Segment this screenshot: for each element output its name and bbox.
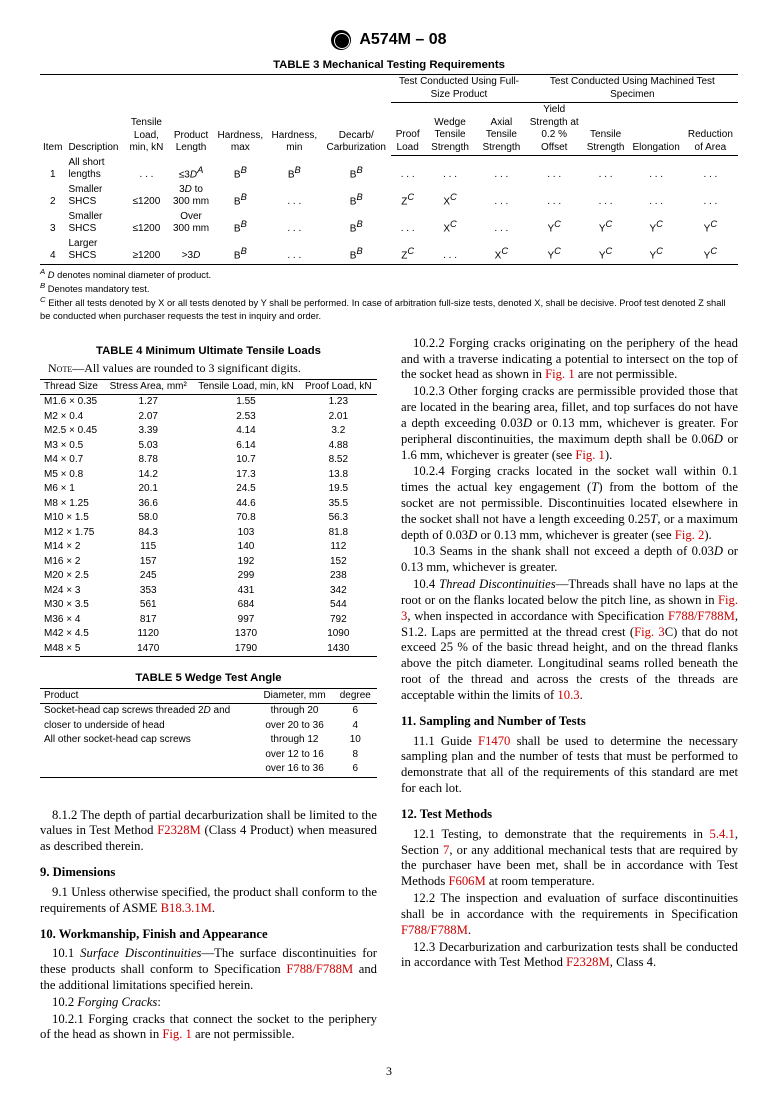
para-8.1.2: 8.1.2 The depth of partial decarburizati… xyxy=(40,808,377,855)
right-column: 10.2.2 Forging cracks originating on the… xyxy=(401,336,738,1045)
para-11.1: 11.1 Guide F1470 shall be used to determ… xyxy=(401,734,738,797)
para-10.3: 10.3 Seams in the shank shall not exceed… xyxy=(401,544,738,576)
para-10.2: 10.2 Forging Cracks: xyxy=(40,995,377,1011)
astm-logo-icon xyxy=(331,30,351,50)
table4-note: Note—All values are rounded to 3 signifi… xyxy=(48,361,377,376)
section-11: 11. Sampling and Number of Tests xyxy=(401,714,738,730)
table5-title: TABLE 5 Wedge Test Angle xyxy=(40,671,377,685)
para-10.2.1: 10.2.1 Forging cracks that connect the s… xyxy=(40,1012,377,1044)
para-10.2.2: 10.2.2 Forging cracks originating on the… xyxy=(401,336,738,383)
para-10.2.3: 10.2.3 Other forging cracks are permissi… xyxy=(401,384,738,463)
table4: Thread Size Stress Area, mm² Tensile Loa… xyxy=(40,379,377,658)
para-9.1: 9.1 Unless otherwise specified, the prod… xyxy=(40,885,377,917)
standard-number: A574M – 08 xyxy=(359,31,446,48)
table3-title: TABLE 3 Mechanical Testing Requirements xyxy=(40,58,738,72)
table3: Item Description Tensile Load, min, kN P… xyxy=(40,74,738,265)
para-12.3: 12.3 Decarburization and carburization t… xyxy=(401,940,738,972)
table3-footnotes: A D D denotes nominal diameter of produc… xyxy=(40,267,738,322)
para-12.1: 12.1 Testing, to demonstrate that the re… xyxy=(401,827,738,890)
section-12: 12. Test Methods xyxy=(401,807,738,823)
section-10: 10. Workmanship, Finish and Appearance xyxy=(40,927,377,943)
left-column: TABLE 4 Minimum Ultimate Tensile Loads N… xyxy=(40,336,377,1045)
page-header: A574M – 08 xyxy=(40,30,738,50)
table4-title: TABLE 4 Minimum Ultimate Tensile Loads xyxy=(40,344,377,358)
table5: Product Diameter, mm degree Socket-head … xyxy=(40,688,377,778)
para-10.1: 10.1 Surface Discontinuities—The surface… xyxy=(40,946,377,993)
section-9: 9. Dimensions xyxy=(40,865,377,881)
para-10.4: 10.4 Thread Discontinuities—Threads shal… xyxy=(401,577,738,704)
para-12.2: 12.2 The inspection and evaluation of su… xyxy=(401,891,738,938)
page-number: 3 xyxy=(40,1064,738,1079)
para-10.2.4: 10.2.4 Forging cracks located in the soc… xyxy=(401,464,738,543)
